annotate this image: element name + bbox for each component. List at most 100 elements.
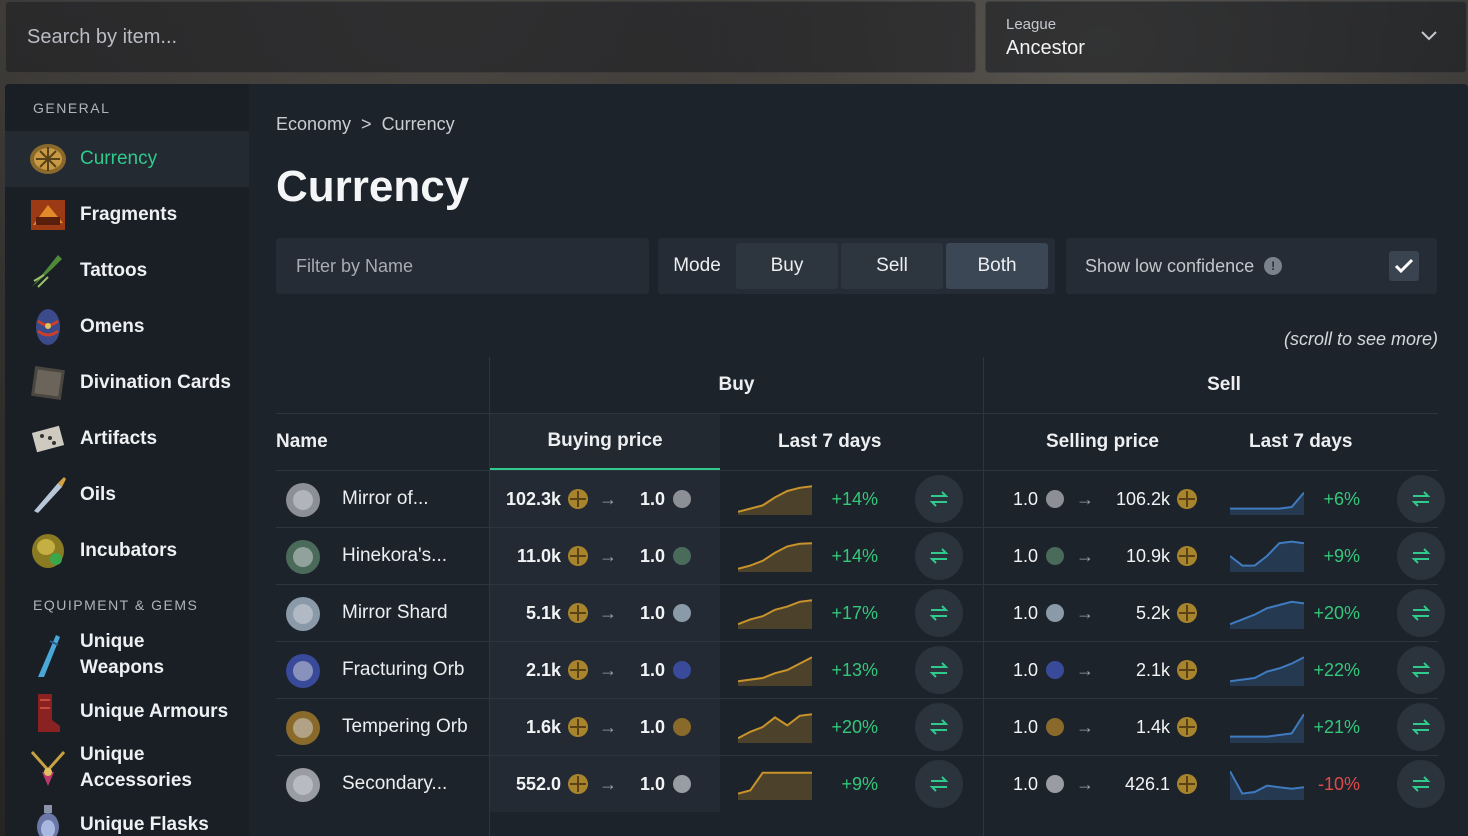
sparkline-line — [1230, 770, 1304, 795]
table-row[interactable]: Hinekora's... 11.0k → 1.0 +14% 1.0 — [276, 527, 1445, 584]
column-header-name[interactable]: Name — [276, 431, 328, 452]
buy-quantity: 1.0 — [639, 602, 665, 623]
trade-button[interactable] — [1397, 532, 1445, 580]
mode-buy-button[interactable]: Buy — [736, 243, 838, 289]
item-mini-icon — [1044, 716, 1066, 738]
table-row[interactable]: Fracturing Orb 2.1k → 1.0 +13% 1.0 — [276, 641, 1445, 698]
chaos-orb-icon — [1176, 602, 1198, 624]
item-mini-icon — [671, 773, 693, 795]
group-header-sell: Sell — [1207, 374, 1241, 395]
arrow-icon: → — [1076, 488, 1095, 509]
sidebar-item-artifacts[interactable]: Artifacts — [5, 411, 249, 467]
mode-both-button[interactable]: Both — [946, 243, 1048, 289]
column-header-selling-price[interactable]: Selling price — [1046, 431, 1159, 452]
sell-change: -10% — [1317, 773, 1360, 794]
sparkline-area — [1230, 492, 1304, 515]
buy-price-value: 1.6k — [525, 716, 561, 737]
sell-sparkline — [1230, 656, 1304, 686]
sell-price: 1.0 → 426.1 — [1013, 756, 1198, 812]
search-input[interactable]: Search by item... — [5, 1, 976, 73]
swap-icon — [1411, 662, 1431, 678]
sidebar-item-unique-flasks[interactable]: Unique Flasks — [5, 800, 249, 836]
sidebar-item-label: Unique Accessories — [80, 744, 192, 791]
sidebar-item-unique-armours[interactable]: Unique Armours — [5, 684, 249, 740]
league-select[interactable]: League Ancestor — [985, 1, 1467, 73]
sparkline-area — [738, 600, 812, 629]
item-name[interactable]: Secondary... — [342, 773, 448, 794]
trade-button[interactable] — [915, 589, 963, 637]
sidebar-item-label: Unique Armours — [80, 701, 229, 722]
trade-button[interactable] — [915, 475, 963, 523]
item-icon — [280, 762, 326, 808]
column-header-last7-sell[interactable]: Last 7 days — [1249, 431, 1353, 452]
sparkline-line — [738, 599, 812, 626]
swap-icon — [1411, 605, 1431, 621]
buy-price-value: 2.1k — [525, 659, 561, 680]
buy-quantity: 1.0 — [639, 488, 665, 509]
item-mini-icon — [671, 488, 693, 510]
sell-sparkline — [1230, 600, 1304, 629]
sidebar-item-divination-cards[interactable]: Divination Cards — [5, 355, 249, 411]
item-name[interactable]: Mirror of... — [342, 488, 429, 509]
trade-button[interactable] — [915, 760, 963, 808]
sidebar-item-omens[interactable]: Omens — [5, 299, 249, 355]
sidebar-item-tattoos[interactable]: Tattoos — [5, 243, 249, 299]
breadcrumb: Economy > Currency — [276, 114, 455, 135]
sidebar-item-currency[interactable]: Currency — [5, 131, 249, 187]
breadcrumb-economy-link[interactable]: Economy — [276, 114, 352, 134]
item-name[interactable]: Fracturing Orb — [342, 659, 465, 680]
table-row[interactable]: Tempering Orb 1.6k → 1.0 +20% 1.0 — [276, 698, 1445, 755]
sidebar-item-incubators[interactable]: Incubators — [5, 523, 249, 579]
trade-button[interactable] — [1397, 646, 1445, 694]
item-name[interactable]: Mirror Shard — [342, 602, 448, 623]
omen-icon — [27, 306, 69, 348]
buy-price-value: 102.3k — [505, 488, 561, 509]
item-name[interactable]: Hinekora's... — [342, 545, 448, 566]
info-icon[interactable]: ! — [1264, 257, 1283, 275]
weapon-icon — [27, 634, 69, 677]
item-mini-icon — [1044, 659, 1066, 681]
item-mini-icon — [1044, 602, 1066, 624]
item-name[interactable]: Tempering Orb — [342, 716, 468, 737]
trade-button[interactable] — [915, 646, 963, 694]
table-row[interactable]: Secondary... 552.0 → 1.0 +9% 1.0 — [276, 755, 1445, 812]
sell-price: 1.0 → 1.4k — [1013, 699, 1198, 755]
column-header-buying-price[interactable]: Buying price — [490, 414, 720, 470]
sidebar-item-unique-accessories[interactable]: Unique Accessories — [5, 740, 249, 796]
sell-change: +9% — [1323, 545, 1360, 566]
arrow-icon: → — [599, 602, 617, 623]
sidebar-item-fragments[interactable]: Fragments — [5, 187, 249, 243]
sidebar-item-unique-weapons[interactable]: Unique Weapons — [5, 627, 249, 683]
mode-sell-button[interactable]: Sell — [841, 243, 943, 289]
sparkline-line — [1230, 656, 1304, 683]
trade-button[interactable] — [1397, 475, 1445, 523]
incubator-icon — [27, 530, 69, 572]
buy-change: +14% — [831, 545, 878, 566]
column-header-last7-buy[interactable]: Last 7 days — [778, 431, 882, 452]
buy-price: 5.1k → 1.0 — [490, 585, 720, 641]
table-row[interactable]: Mirror Shard 5.1k → 1.0 +17% 1.0 — [276, 584, 1445, 641]
sell-change: +22% — [1313, 659, 1360, 680]
trade-button[interactable] — [1397, 760, 1445, 808]
filter-by-name-input[interactable]: Filter by Name — [276, 238, 649, 294]
sparkline-area — [738, 486, 812, 515]
low-confidence-toggle[interactable]: Show low confidence ! — [1066, 238, 1437, 294]
mode-selector: Mode Buy Sell Both — [658, 238, 1055, 294]
sidebar-item-oils[interactable]: Oils — [5, 467, 249, 523]
trade-button[interactable] — [1397, 703, 1445, 751]
trade-button[interactable] — [1397, 589, 1445, 637]
oil-icon — [27, 474, 69, 516]
trade-button[interactable] — [915, 532, 963, 580]
flask-icon — [27, 800, 69, 836]
item-icon — [280, 591, 326, 637]
table-row[interactable]: Mirror of... 102.3k → 1.0 +14% 1.0 — [276, 470, 1445, 527]
page-title: Currency — [276, 162, 470, 211]
low-confidence-label: Show low confidence — [1085, 255, 1255, 276]
low-confidence-checkbox[interactable] — [1389, 251, 1419, 281]
search-placeholder: Search by item... — [27, 25, 178, 48]
sell-price: 1.0 → 5.2k — [1013, 585, 1198, 641]
chaos-orb-icon — [567, 773, 589, 795]
divination-card-icon — [27, 362, 69, 404]
group-header-buy: Buy — [718, 374, 755, 395]
trade-button[interactable] — [915, 703, 963, 751]
